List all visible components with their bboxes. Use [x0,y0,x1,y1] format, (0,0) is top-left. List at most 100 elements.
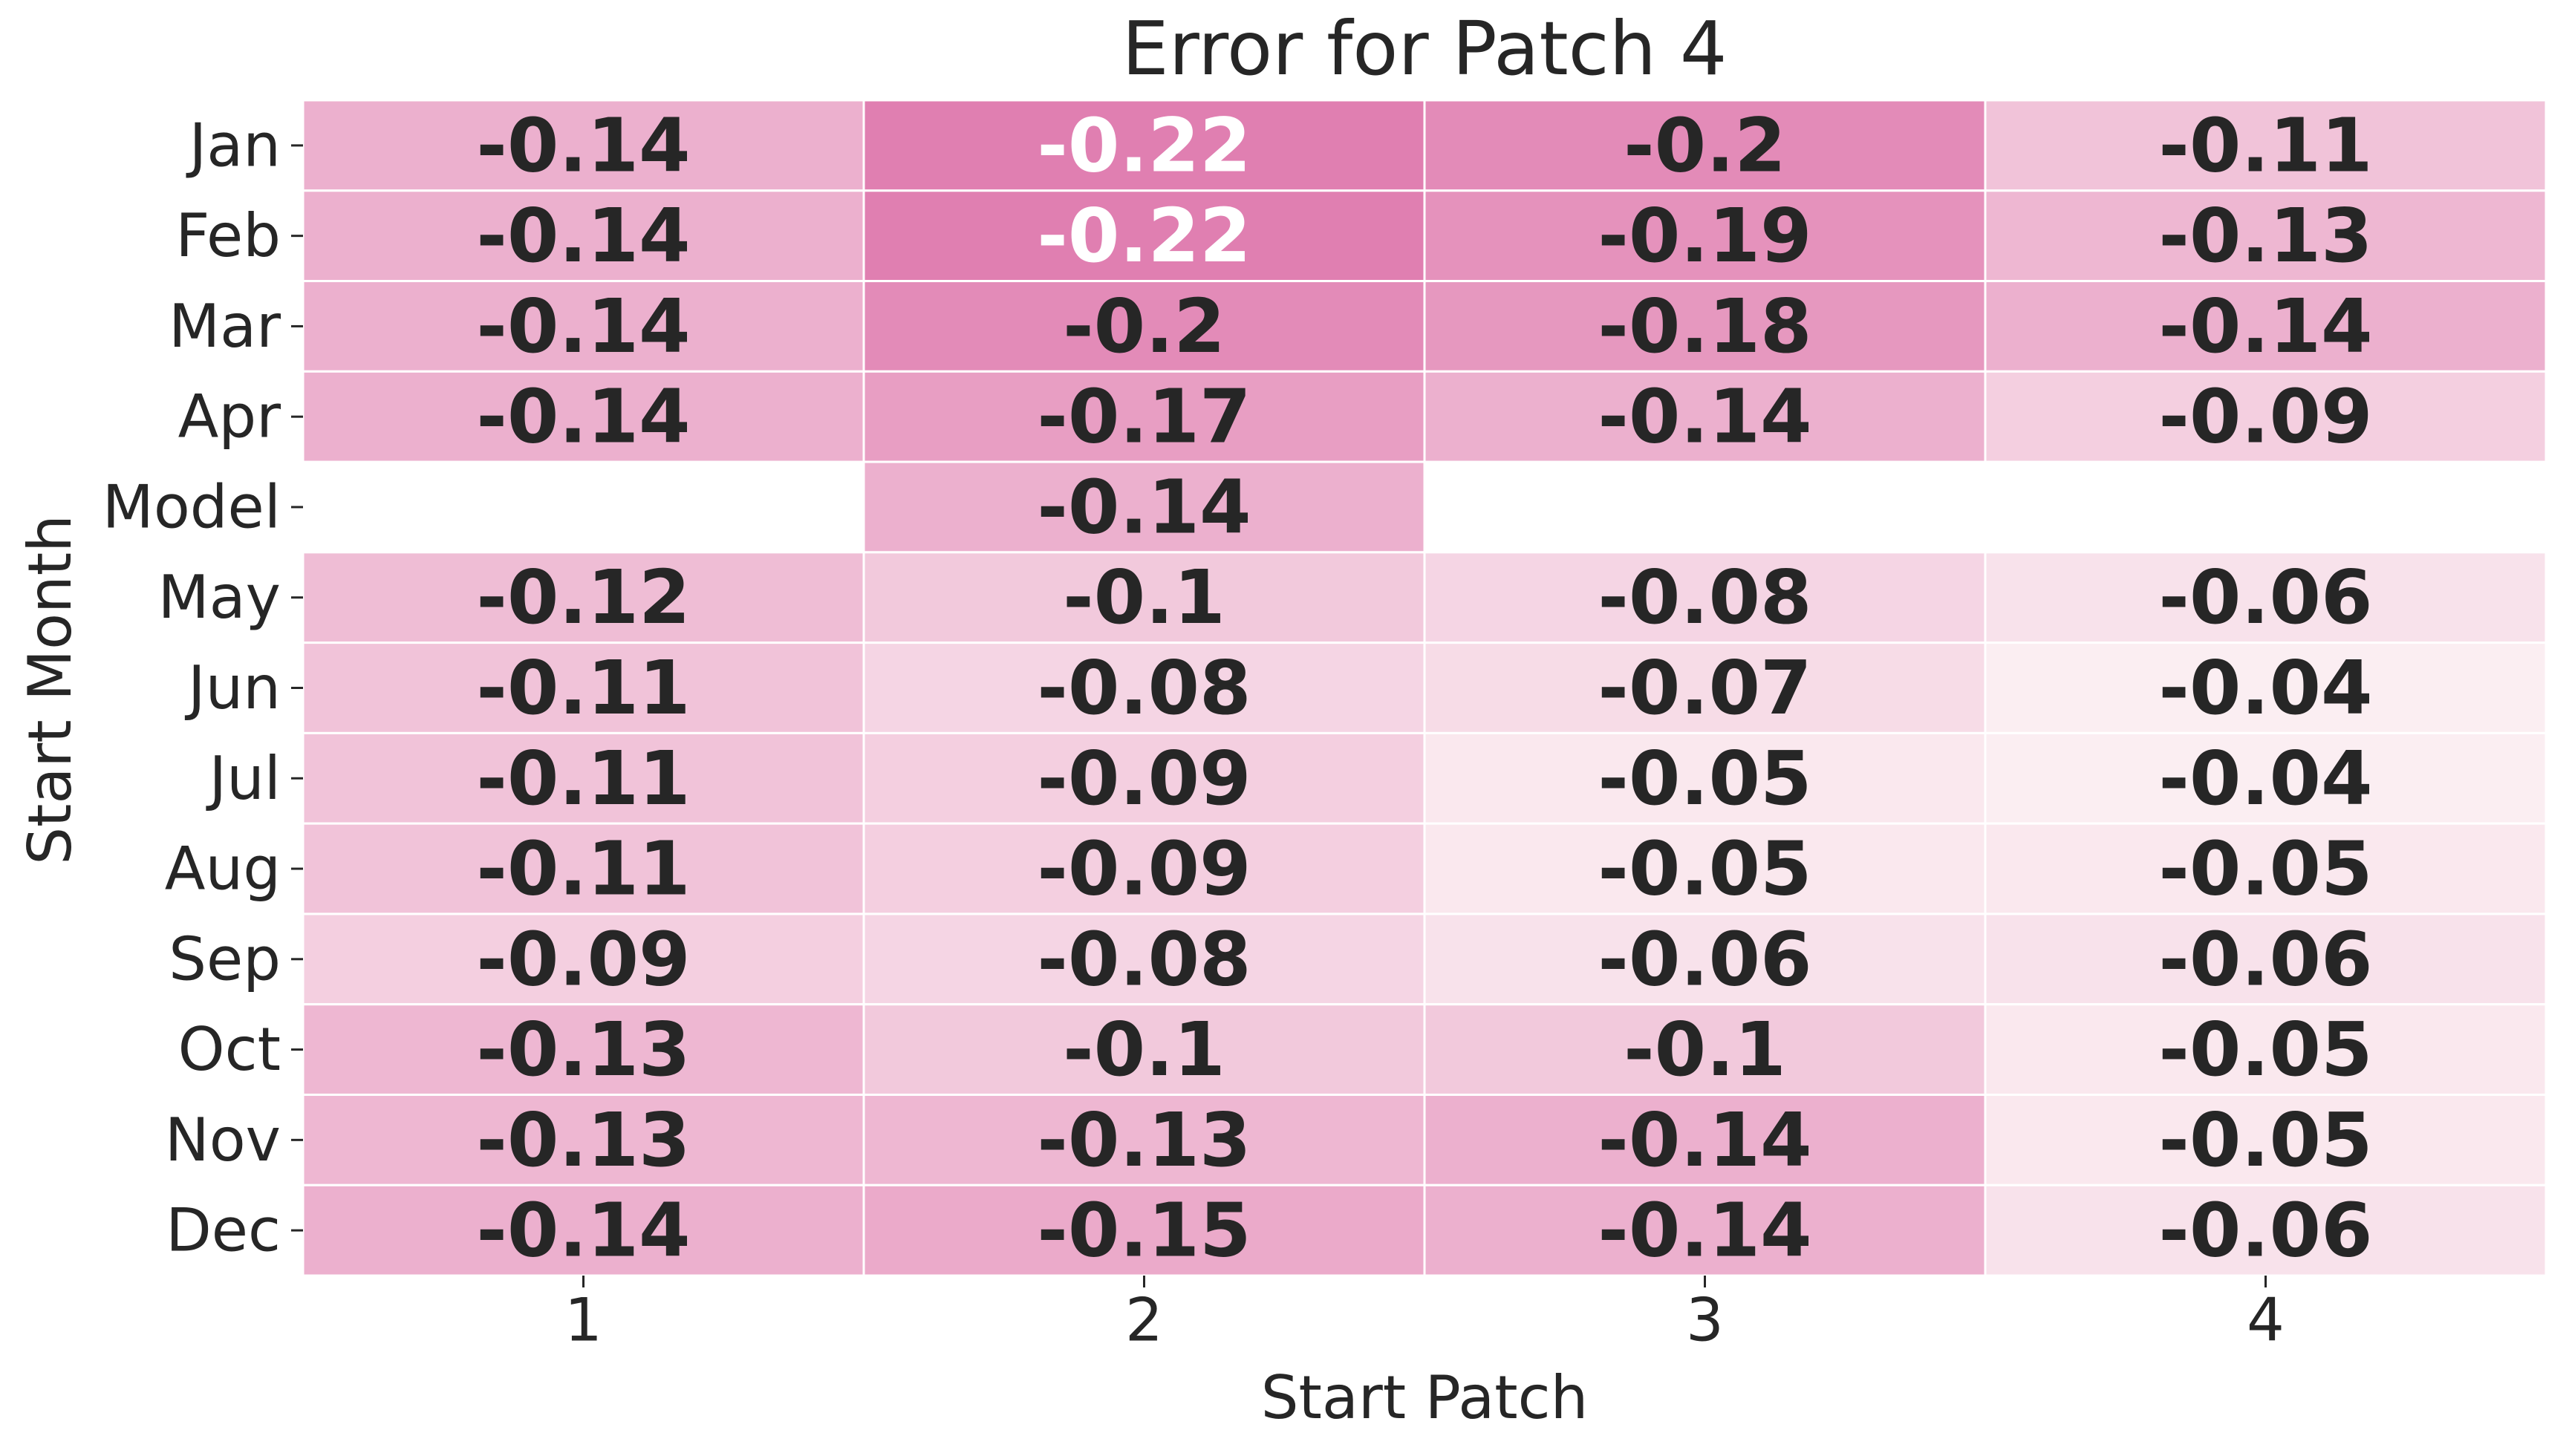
cell-value-label: -0.09 [1037,735,1251,822]
heatmap-cell [1423,551,1987,644]
cell-value-label: -0.1 [1063,554,1225,641]
cell-value-label: -0.14 [476,192,690,279]
heatmap-cell [862,913,1426,1006]
heatmap-cell [302,1184,865,1277]
cell-value-label: -0.07 [1598,644,1811,731]
x-tick-label: 1 [564,1286,602,1355]
x-axis: 1 2 3 4 [564,1276,2285,1355]
chart-title: Error for Patch 4 [1122,5,1728,92]
cell-value-label: -0.04 [2158,735,2372,822]
heatmap-cell [862,551,1426,644]
heatmap-cell [1423,1184,1987,1277]
cell-value-label: -0.06 [1598,915,1811,1002]
cell-value-label: -0.05 [1598,735,1811,822]
cell-value-label: -0.09 [1037,826,1251,913]
cell-value-label: -0.06 [2158,554,2372,641]
cell-value-label: -0.14 [1598,373,1811,460]
cell-value-label: -0.05 [2158,1006,2372,1093]
heatmap-cell [1984,551,2547,644]
heatmap-cell [862,731,1426,825]
x-axis-label: Start Patch [1261,1363,1589,1432]
x-tick-label: 2 [1125,1286,1163,1355]
heatmap-cell [1984,913,2547,1006]
heatmap-cell [862,1003,1426,1096]
y-tick-label: Jun [184,653,281,722]
cell-value-label: -0.17 [1037,373,1251,460]
y-tick-label: Oct [178,1015,281,1084]
heatmap-cell [302,642,865,734]
cell-value-label: -0.13 [476,1097,690,1184]
cell-value-label: -0.08 [1037,915,1251,1002]
cell-value-label: -0.2 [1624,102,1786,189]
heatmap-cell [1984,1093,2547,1186]
cell-value-label: -0.1 [1063,1006,1225,1093]
y-tick-label: Model [102,472,281,541]
cell-value-label: -0.14 [1598,1097,1811,1184]
y-tick-label: May [158,563,281,632]
cell-value-label: -0.14 [476,283,690,370]
cell-value-label: -0.13 [2158,192,2372,279]
cell-value-label: -0.11 [476,644,690,731]
heatmap-cell [862,370,1426,463]
cell-value-label: -0.22 [1037,192,1251,279]
cell-value-label: -0.12 [476,554,690,641]
heatmap-cell [862,189,1426,283]
heatmap-cell [1984,642,2547,734]
y-tick-label: Apr [178,382,281,451]
cell-value-label: -0.14 [476,1187,690,1274]
heatmap-cell [1984,1184,2547,1277]
heatmap-cell [302,99,865,192]
heatmap-cell [862,99,1426,192]
cell-value-label: -0.04 [2158,644,2372,731]
y-tick-label: Jul [205,744,281,813]
heatmap-cell [1984,280,2547,373]
cell-value-label: -0.19 [1598,192,1811,279]
cell-value-label: -0.11 [476,826,690,913]
cell-value-label: -0.1 [1624,1006,1786,1093]
cell-value-label: -0.2 [1063,283,1225,370]
heatmap-cell [862,460,1426,554]
heatmap-cell [1984,731,2547,825]
heatmap-cell [862,280,1426,373]
heatmap-cell [1984,370,2547,463]
heatmap-cell [1984,99,2547,192]
heatmap-cell [862,1093,1426,1186]
cell-value-label: -0.13 [476,1006,690,1093]
heatmap-cell [1423,913,1987,1006]
cell-value-label: -0.15 [1037,1187,1251,1274]
y-axis: Jan Feb Mar Apr Model May Jun Jul Aug Sep Oct Nov De… [102,111,303,1265]
cell-value-label: -0.08 [1598,554,1811,641]
x-tick-label: 4 [2247,1286,2285,1355]
heatmap-cell [302,1093,865,1186]
y-axis-label: Start Month [16,515,85,865]
x-tick-label: 3 [1686,1286,1724,1355]
heatmap-cell [1423,1003,1987,1096]
y-tick-label: Mar [169,292,281,361]
heatmap-value-labels: -0.14 -0.22 -0.2 -0.11-0.14 -0.22 -0.19 -0.13-… [476,102,2372,1273]
y-tick-label: Feb [175,201,281,270]
cell-value-label: -0.05 [2158,826,2372,913]
y-tick-label: Aug [165,835,281,904]
heatmap-cell [862,822,1426,915]
cell-value-label: -0.05 [2158,1097,2372,1184]
y-tick-label: Jan [186,111,281,180]
cell-value-label: -0.14 [1598,1187,1811,1274]
cell-value-label: -0.14 [476,102,690,189]
cell-value-label: -0.11 [2158,102,2372,189]
cell-value-label: -0.22 [1037,102,1251,189]
heatmap-cell [1423,99,1987,192]
cell-value-label: -0.09 [476,915,690,1002]
cell-value-label: -0.05 [1598,826,1811,913]
heatmap-cell [1984,189,2547,283]
cell-value-label: -0.18 [1598,283,1811,370]
heatmap-cell [302,370,865,463]
cell-value-label: -0.14 [476,373,690,460]
cell-value-label: -0.14 [2158,283,2372,370]
cell-value-label: -0.14 [1037,463,1251,550]
cell-value-label: -0.09 [2158,373,2372,460]
cell-value-label: -0.11 [476,735,690,822]
cell-value-label: -0.08 [1037,644,1251,731]
heatmap-cell [1423,731,1987,825]
